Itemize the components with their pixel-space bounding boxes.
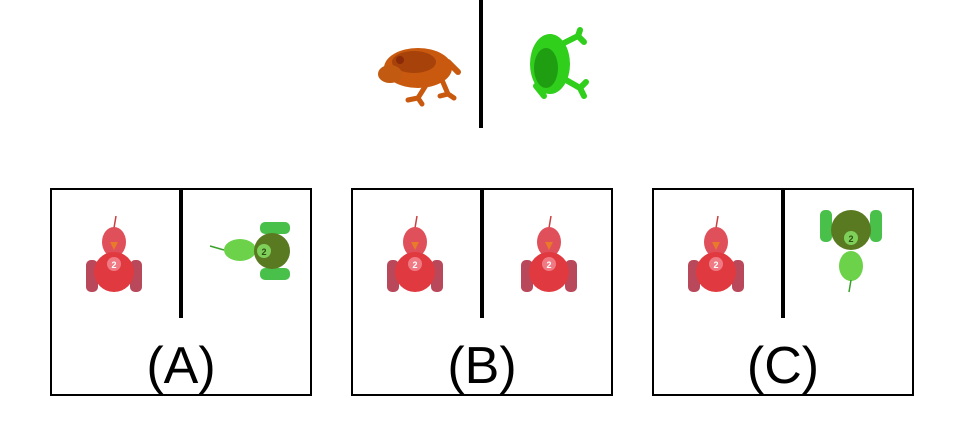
option-c[interactable]: 2 2 (C) [652,188,914,396]
option-a-divider [179,190,183,318]
green-toy-car-upside-down-icon: 2 [820,210,882,293]
orange-frog-image [378,48,461,107]
svg-text:2: 2 [546,260,551,270]
option-c-divider [781,190,785,318]
red-toy-car-icon: 2 [521,215,577,292]
svg-text:2: 2 [412,260,417,270]
prompt-divider [479,0,483,128]
svg-text:2: 2 [111,260,116,270]
option-b-label: (B) [447,337,517,395]
option-a-label: (A) [146,337,216,395]
red-toy-car-icon: 2 [688,215,744,292]
green-toy-car-rotated-icon: 2 [209,222,290,280]
option-b-divider [480,190,484,318]
svg-text:2: 2 [713,260,718,270]
option-a[interactable]: 2 2 (A) [50,188,312,396]
option-c-label: (C) [746,337,820,395]
option-b[interactable]: 2 2 (B) [351,188,613,396]
svg-text:2: 2 [848,234,853,244]
green-frog-image [530,27,589,99]
red-toy-car-icon: 2 [387,215,443,292]
svg-text:2: 2 [261,247,266,257]
red-toy-car-icon: 2 [86,215,142,292]
